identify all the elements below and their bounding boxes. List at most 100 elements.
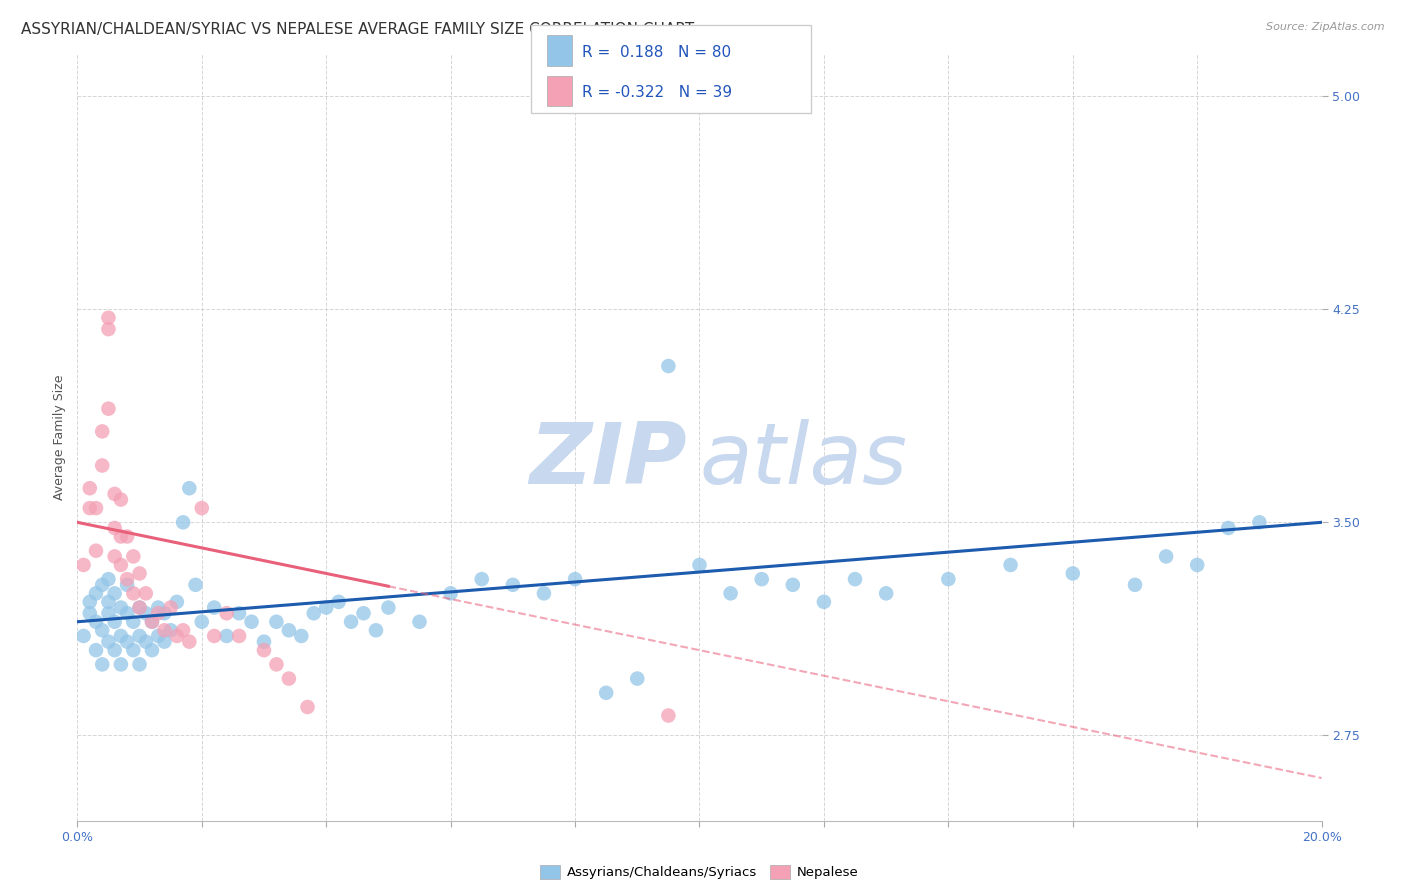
Point (328, 595, 350, 609)
Point (353, 606, 375, 620)
Point (79, 501, 101, 516)
Point (228, 606, 250, 620)
Point (110, 629, 132, 643)
Point (782, 578, 804, 592)
Point (1249, 516, 1271, 530)
Point (97, 634, 120, 648)
Text: R =  0.188   N = 80: R = 0.188 N = 80 (582, 45, 731, 60)
Point (122, 586, 145, 600)
Point (626, 672, 648, 686)
Point (1218, 521, 1240, 535)
Point (190, 501, 214, 516)
Point (720, 586, 742, 600)
Point (266, 615, 288, 629)
Point (277, 624, 299, 638)
Point (110, 492, 132, 507)
Point (128, 629, 150, 643)
Point (377, 600, 399, 615)
Point (253, 643, 276, 657)
Point (104, 615, 127, 629)
Text: ASSYRIAN/CHALDEAN/SYRIAC VS NEPALESE AVERAGE FAMILY SIZE CORRELATION CHART: ASSYRIAN/CHALDEAN/SYRIAC VS NEPALESE AVE… (21, 22, 695, 37)
Point (91, 425, 114, 439)
Point (97, 595, 120, 609)
Point (166, 629, 188, 643)
Point (215, 606, 238, 620)
Point (122, 549, 145, 564)
Point (1123, 578, 1146, 592)
Point (141, 615, 163, 629)
Point (184, 578, 207, 592)
Point (533, 586, 555, 600)
Point (290, 629, 312, 643)
Point (115, 634, 138, 648)
Point (84, 543, 107, 558)
Point (97, 401, 120, 416)
Point (122, 615, 145, 629)
Point (215, 629, 238, 643)
Point (84, 615, 107, 629)
Point (340, 615, 363, 629)
Point (1185, 558, 1208, 572)
Point (79, 481, 101, 495)
Point (128, 657, 150, 672)
Point (104, 586, 127, 600)
Point (135, 634, 157, 648)
Point (97, 322, 120, 336)
Point (408, 615, 430, 629)
Point (751, 572, 773, 586)
Text: R = -0.322   N = 39: R = -0.322 N = 39 (582, 86, 733, 101)
Point (104, 643, 127, 657)
Point (159, 600, 181, 615)
Point (471, 572, 494, 586)
Point (1154, 549, 1177, 564)
Point (1000, 558, 1022, 572)
Point (72, 629, 94, 643)
Point (97, 310, 120, 325)
Point (657, 359, 679, 373)
Point (172, 624, 194, 638)
Point (297, 700, 319, 714)
Point (97, 572, 120, 586)
Point (110, 657, 132, 672)
Point (166, 595, 188, 609)
Point (179, 481, 201, 495)
Point (228, 629, 250, 643)
Point (115, 572, 138, 586)
Text: ZIP: ZIP (530, 418, 688, 501)
Point (179, 634, 201, 648)
Point (110, 558, 132, 572)
Point (844, 572, 866, 586)
Point (813, 595, 835, 609)
Point (148, 600, 170, 615)
Point (110, 529, 132, 543)
Point (439, 586, 461, 600)
Point (84, 501, 107, 516)
Legend: Assyrians/Chaldeans/Syriacs, Nepalese: Assyrians/Chaldeans/Syriacs, Nepalese (540, 865, 859, 880)
Point (135, 606, 157, 620)
Point (302, 606, 325, 620)
Point (110, 600, 132, 615)
Point (190, 615, 214, 629)
Point (202, 629, 225, 643)
Point (128, 566, 150, 581)
Point (364, 624, 387, 638)
Text: atlas: atlas (700, 418, 907, 501)
Point (128, 600, 150, 615)
Point (128, 600, 150, 615)
Point (104, 487, 127, 501)
Point (159, 624, 181, 638)
Point (875, 586, 897, 600)
Y-axis label: Average Family Size: Average Family Size (53, 375, 66, 500)
Point (141, 615, 163, 629)
Point (104, 521, 127, 535)
Point (148, 606, 170, 620)
Point (502, 578, 524, 592)
Point (115, 606, 138, 620)
Point (97, 606, 120, 620)
Point (79, 606, 101, 620)
Point (153, 606, 176, 620)
Point (153, 634, 176, 648)
Point (115, 578, 138, 592)
Text: Source: ZipAtlas.com: Source: ZipAtlas.com (1267, 22, 1385, 32)
Point (936, 572, 959, 586)
